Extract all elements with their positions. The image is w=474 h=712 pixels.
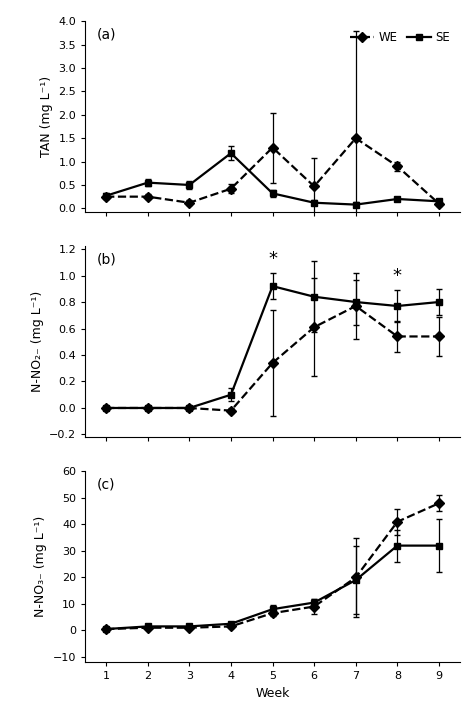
SE [186, 181, 192, 189]
SE [311, 199, 317, 207]
WE [394, 162, 400, 171]
SE [145, 178, 151, 187]
SE [436, 197, 442, 206]
SE [270, 189, 275, 198]
WE [353, 134, 359, 142]
WE [228, 184, 234, 193]
WE [270, 143, 275, 152]
Text: (a): (a) [97, 27, 116, 41]
SE [103, 192, 109, 200]
WE [186, 199, 192, 207]
Legend: WE, SE: WE, SE [347, 27, 454, 47]
WE [436, 199, 442, 208]
Y-axis label: TAN (mg L⁻¹): TAN (mg L⁻¹) [40, 76, 53, 157]
WE [311, 182, 317, 191]
WE [145, 192, 151, 201]
Text: *: * [268, 250, 277, 268]
SE [394, 194, 400, 203]
Line: WE: WE [103, 135, 442, 207]
Y-axis label: N-NO₂₋ (mg L⁻¹): N-NO₂₋ (mg L⁻¹) [31, 291, 44, 392]
Text: (b): (b) [97, 252, 116, 266]
Text: (c): (c) [97, 477, 115, 491]
SE [353, 200, 359, 209]
Y-axis label: N-NO₃₋ (mg L⁻¹): N-NO₃₋ (mg L⁻¹) [34, 516, 47, 617]
X-axis label: Week: Week [255, 687, 290, 700]
Text: *: * [393, 267, 402, 285]
WE [103, 192, 109, 201]
SE [228, 149, 234, 157]
Line: SE: SE [103, 150, 442, 208]
